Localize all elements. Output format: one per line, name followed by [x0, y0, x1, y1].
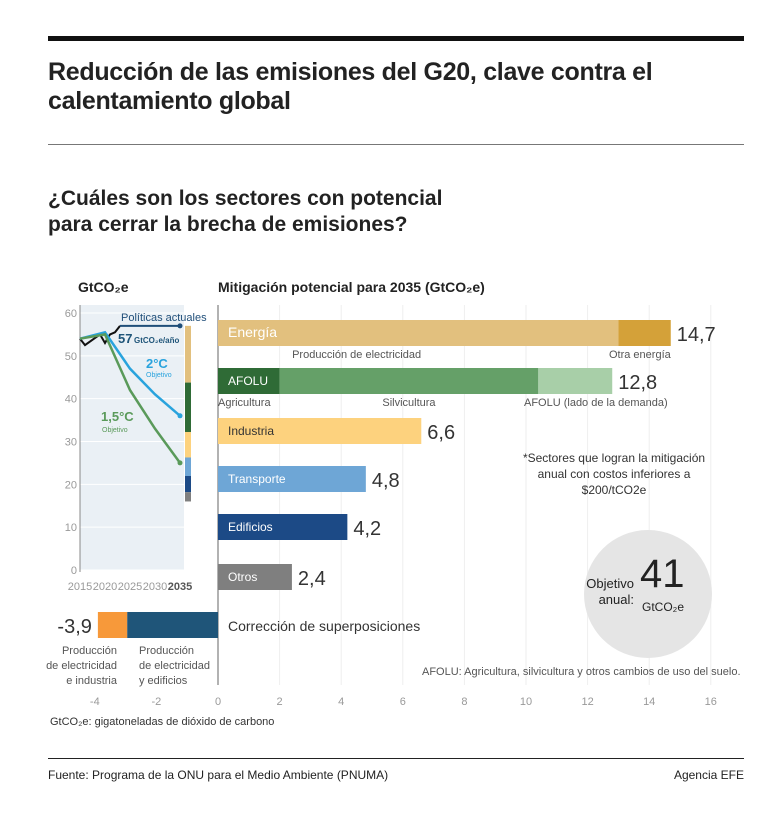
stack-segment [185, 382, 191, 432]
bar-name: Energía [228, 324, 277, 340]
stack-segment [185, 457, 191, 476]
bar-value: 12,8 [618, 372, 657, 394]
bar-segment [218, 564, 292, 590]
bar-name: Otros [228, 570, 257, 584]
x-tick-label: 2015 [68, 581, 92, 593]
stack-segment [185, 325, 191, 383]
x-tick-label: 2025 [118, 581, 142, 593]
source: Fuente: Programa de la ONU para el Medio… [48, 768, 389, 782]
y-tick-label: 10 [65, 522, 77, 534]
divider [48, 144, 744, 145]
series-label: 1,5°C [101, 409, 134, 424]
series-note: Objetivo [102, 427, 128, 434]
bar-value: 6,6 [427, 422, 455, 444]
x-tick-label: 2035 [168, 581, 192, 593]
y-tick-label: 40 [65, 394, 77, 406]
x-tick-label: -2 [152, 696, 162, 708]
x-tick-label: 16 [705, 696, 717, 708]
bar-name: Transporte [228, 472, 286, 486]
segment-label: Producción [139, 645, 194, 657]
bar-name: Edificios [228, 520, 273, 534]
segment-label: Otra energía [609, 349, 672, 361]
segment-label: Producción [62, 645, 117, 657]
series-line [79, 330, 181, 417]
y-tick-label: 20 [65, 479, 77, 491]
x-tick-label: 2030 [143, 581, 167, 593]
series-end-point [177, 460, 183, 466]
segment-label: AFOLU (lado de la demanda) [524, 397, 668, 409]
target-label2: anual: [598, 592, 634, 607]
bar-segment [218, 368, 280, 394]
x-tick-label: 2 [277, 696, 283, 708]
series-end-point [177, 413, 183, 419]
x-tick-label: 4 [338, 696, 344, 708]
x-tick-label: 8 [461, 696, 467, 708]
target-unit: GtCO₂e [642, 600, 684, 614]
bar-title: Mitigación potencial para 2035 (GtCO₂e) [218, 279, 485, 295]
bar-value: 2,4 [298, 568, 326, 590]
series-label: Políticas actuales [121, 312, 207, 324]
bar-segment [127, 612, 218, 638]
target-circle: Objetivo anual: 41 GtCO₂e [584, 530, 712, 658]
afolu-note: AFOLU: Agricultura, silvicultura y otros… [422, 666, 741, 678]
bar-name: Industria [228, 424, 274, 438]
bar-segment [618, 320, 671, 346]
bar-name: Corrección de superposiciones [228, 618, 420, 634]
target-value: 41 [640, 552, 685, 596]
stack-segment [185, 475, 191, 493]
bar-value: 4,2 [353, 518, 381, 540]
page-title: Reducción de las emisiones del G20, clav… [48, 58, 653, 115]
stack-segment [185, 431, 191, 458]
series-end-point [177, 323, 183, 329]
bar-segment [218, 418, 422, 444]
top-bar [48, 36, 744, 41]
x-tick-label: 10 [520, 696, 532, 708]
segment-label: Agricultura [218, 397, 271, 409]
y-tick-label: 50 [65, 351, 77, 363]
x-tick-label: 6 [400, 696, 406, 708]
historical-line [79, 325, 121, 347]
stack-segment [185, 492, 191, 502]
bar-segment [279, 368, 539, 394]
x-tick-label: -4 [90, 696, 100, 708]
x-tick-label: 12 [581, 696, 593, 708]
x-tick-label: 0 [215, 696, 221, 708]
x-tick-label: 14 [643, 696, 655, 708]
target-label: Objetivo [586, 576, 634, 591]
bar-segment [218, 466, 366, 492]
bar-segment [538, 368, 613, 394]
y-tick-label: 60 [65, 308, 77, 320]
series-label: 2°C [146, 356, 168, 371]
bar-value: 4,8 [372, 470, 400, 492]
bar-segment [97, 612, 128, 638]
y-tick-label: 0 [71, 565, 77, 577]
annotation-unit: GtCO₂e/año [134, 336, 179, 345]
segment-label: Silvicultura [382, 397, 436, 409]
segment-label: y edificios [139, 675, 188, 687]
cost-note: *Sectores que logran la mitigación anual… [522, 451, 706, 497]
plot-background [80, 305, 184, 570]
bar-name: AFOLU [228, 374, 268, 388]
gt-note: GtCO₂e: gigatoneladas de dióxido de carb… [50, 716, 275, 728]
divider [48, 758, 744, 759]
bar-segment [218, 514, 348, 540]
segment-label: e industria [66, 675, 118, 687]
bar-value: -3,9 [57, 616, 91, 638]
series-note: Objetivo [146, 372, 172, 379]
segment-label: de electricidad [46, 660, 117, 672]
y-tick-label: 30 [65, 437, 77, 449]
segment-label: Producción de electricidad [292, 349, 421, 361]
left-ylabel: GtCO₂e [78, 279, 129, 295]
annotation-value: 57 [118, 331, 132, 346]
agency: Agencia EFE [673, 768, 744, 782]
segment-label: de electricidad [139, 660, 210, 672]
subtitle: ¿Cuáles son los sectores con potencial p… [48, 187, 443, 236]
x-tick-label: 2020 [93, 581, 117, 593]
bar-value: 14,7 [677, 324, 716, 346]
bar-segment [218, 320, 619, 346]
series-line [79, 333, 182, 464]
